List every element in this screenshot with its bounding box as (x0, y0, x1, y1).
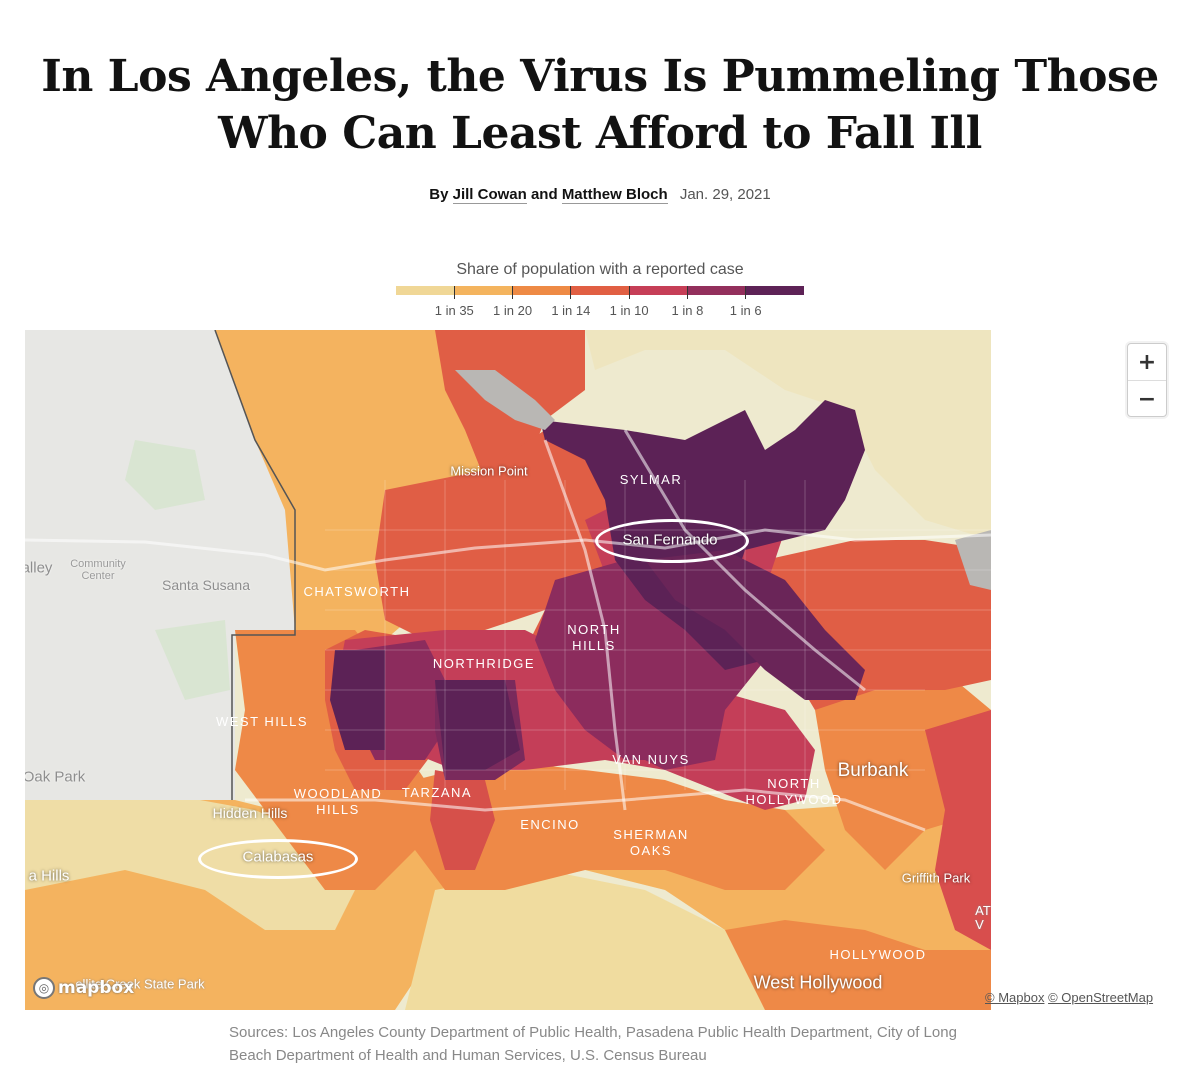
region-no-data-east (955, 530, 991, 590)
zoom-out-button[interactable]: − (1128, 381, 1166, 417)
legend-tick (453, 286, 455, 299)
region-red-hollywood-east (925, 710, 991, 950)
legend-swatch-4 (629, 286, 688, 295)
legend-swatch-2 (512, 286, 571, 295)
legend-tick-label: 1 in 14 (551, 303, 591, 318)
legend-swatch-0 (396, 286, 455, 295)
street-grid (325, 480, 991, 790)
region-darkest-sun-valley (645, 550, 865, 700)
label-north-hollywood: NORTH HOLLYWOOD (745, 776, 843, 807)
legend-tick-label: 1 in 10 (609, 303, 649, 318)
legend-color-bar (396, 286, 804, 295)
label-van-nuys: VAN NUYS (612, 752, 690, 767)
region-basemap-green (125, 440, 205, 510)
byline: By Jill Cowan and Matthew Bloch Jan. 29,… (0, 186, 1200, 204)
label-encino: ENCINO (520, 817, 580, 832)
label-santa-susana: Santa Susana (162, 577, 250, 593)
region-purple-vannuys (605, 660, 725, 770)
label-burbank: Burbank (837, 760, 909, 781)
highlight-ring-san-fernando (595, 519, 749, 563)
zoom-controls: + − (1127, 343, 1167, 417)
region-red-encino-finger (430, 770, 495, 870)
county-boundary (214, 330, 296, 800)
zoom-in-button[interactable]: + (1128, 344, 1166, 380)
attribution-mapbox-link[interactable]: © Mapbox (985, 990, 1045, 1005)
publish-date: Jan. 29, 2021 (679, 186, 771, 203)
label-hills: a Hills (28, 867, 70, 885)
legend-swatch-1 (454, 286, 513, 295)
label-west-hollywood: West Hollywood (753, 972, 883, 993)
region-basemap-green-2 (155, 620, 230, 700)
label-woodland-hills: WOODLAND HILLS (293, 786, 383, 817)
mapbox-logo-text: mapbox (58, 978, 135, 998)
attribution-osm-link[interactable]: © OpenStreetMap (1048, 990, 1154, 1005)
zoom-divider (1128, 380, 1166, 381)
label-hidden-hills: Hidden Hills (212, 805, 288, 821)
label-state-park: ellite Creek State Park (75, 976, 205, 992)
label-northridge: NORTHRIDGE (432, 656, 536, 671)
freeways (25, 429, 991, 832)
label-valley: alley (25, 559, 53, 577)
region-darkest-northridge (435, 680, 520, 770)
label-tarzana: TARZANA (401, 785, 473, 800)
region-darkest-west (330, 650, 385, 750)
label-sylmar: SYLMAR (619, 472, 683, 487)
legend-swatch-5 (687, 286, 746, 295)
label-community-center: Community Center (70, 558, 126, 582)
region-yellow-hills-south (405, 870, 785, 1010)
label-north-hills: NORTH HILLS (567, 622, 621, 653)
region-no-data-pass (455, 370, 555, 430)
legend-swatch-3 (570, 286, 630, 295)
author-link-2[interactable]: Matthew Bloch (561, 186, 668, 204)
legend-title: Share of population with a reported case (456, 261, 744, 278)
legend-tick (570, 286, 572, 299)
byline-conjunction: and (530, 186, 558, 203)
mapbox-logo[interactable]: ◎ mapbox (33, 975, 134, 1001)
legend-tick (628, 286, 630, 299)
choropleth-map[interactable]: SYLMAR CHATSWORTH NORTH HILLS NORTHRIDGE… (25, 330, 991, 1010)
headline: In Los Angeles, the Virus Is Pummeling T… (0, 48, 1200, 162)
region-mid-orange-hollywood (725, 920, 991, 1010)
label-west-hills: WEST HILLS (215, 714, 309, 729)
sources-note: Sources: Los Angeles County Department o… (229, 1024, 957, 1064)
region-mid-orange-sf (415, 760, 825, 890)
label-chatsworth: CHATSWORTH (303, 584, 411, 599)
legend-tick-label: 1 in 35 (434, 303, 474, 318)
mapbox-mark-icon: ◎ (33, 977, 55, 999)
legend-tick-label: 1 in 20 (493, 303, 533, 318)
label-atv: AT V (975, 903, 991, 932)
byline-prefix: By (429, 186, 449, 203)
legend-swatch-6 (745, 286, 804, 295)
region-yellow-west (25, 790, 355, 930)
author-link-1[interactable]: Jill Cowan (452, 186, 527, 204)
legend-tick-label: 1 in 8 (671, 303, 704, 318)
region-yellow-hills-north (585, 330, 991, 540)
legend-tick-label: 1 in 6 (729, 303, 762, 318)
headline-line-2: Who Can Least Afford to Fall Ill (218, 108, 982, 159)
legend-tick (745, 286, 747, 299)
map-canvas (25, 330, 991, 1010)
label-griffith-park: Griffith Park (901, 870, 971, 886)
highlight-ring-calabasas (198, 839, 358, 879)
legend-tick (512, 286, 514, 299)
label-mission-point: Mission Point (450, 463, 528, 479)
label-sherman-oaks: SHERMAN OAKS (613, 827, 689, 858)
legend-tick (686, 286, 688, 299)
map-attribution: © Mapbox © OpenStreetMap (985, 990, 1153, 1005)
label-oak-park: Oak Park (25, 768, 86, 786)
label-hollywood: HOLLYWOOD (829, 947, 927, 962)
headline-line-1: In Los Angeles, the Virus Is Pummeling T… (41, 51, 1159, 102)
